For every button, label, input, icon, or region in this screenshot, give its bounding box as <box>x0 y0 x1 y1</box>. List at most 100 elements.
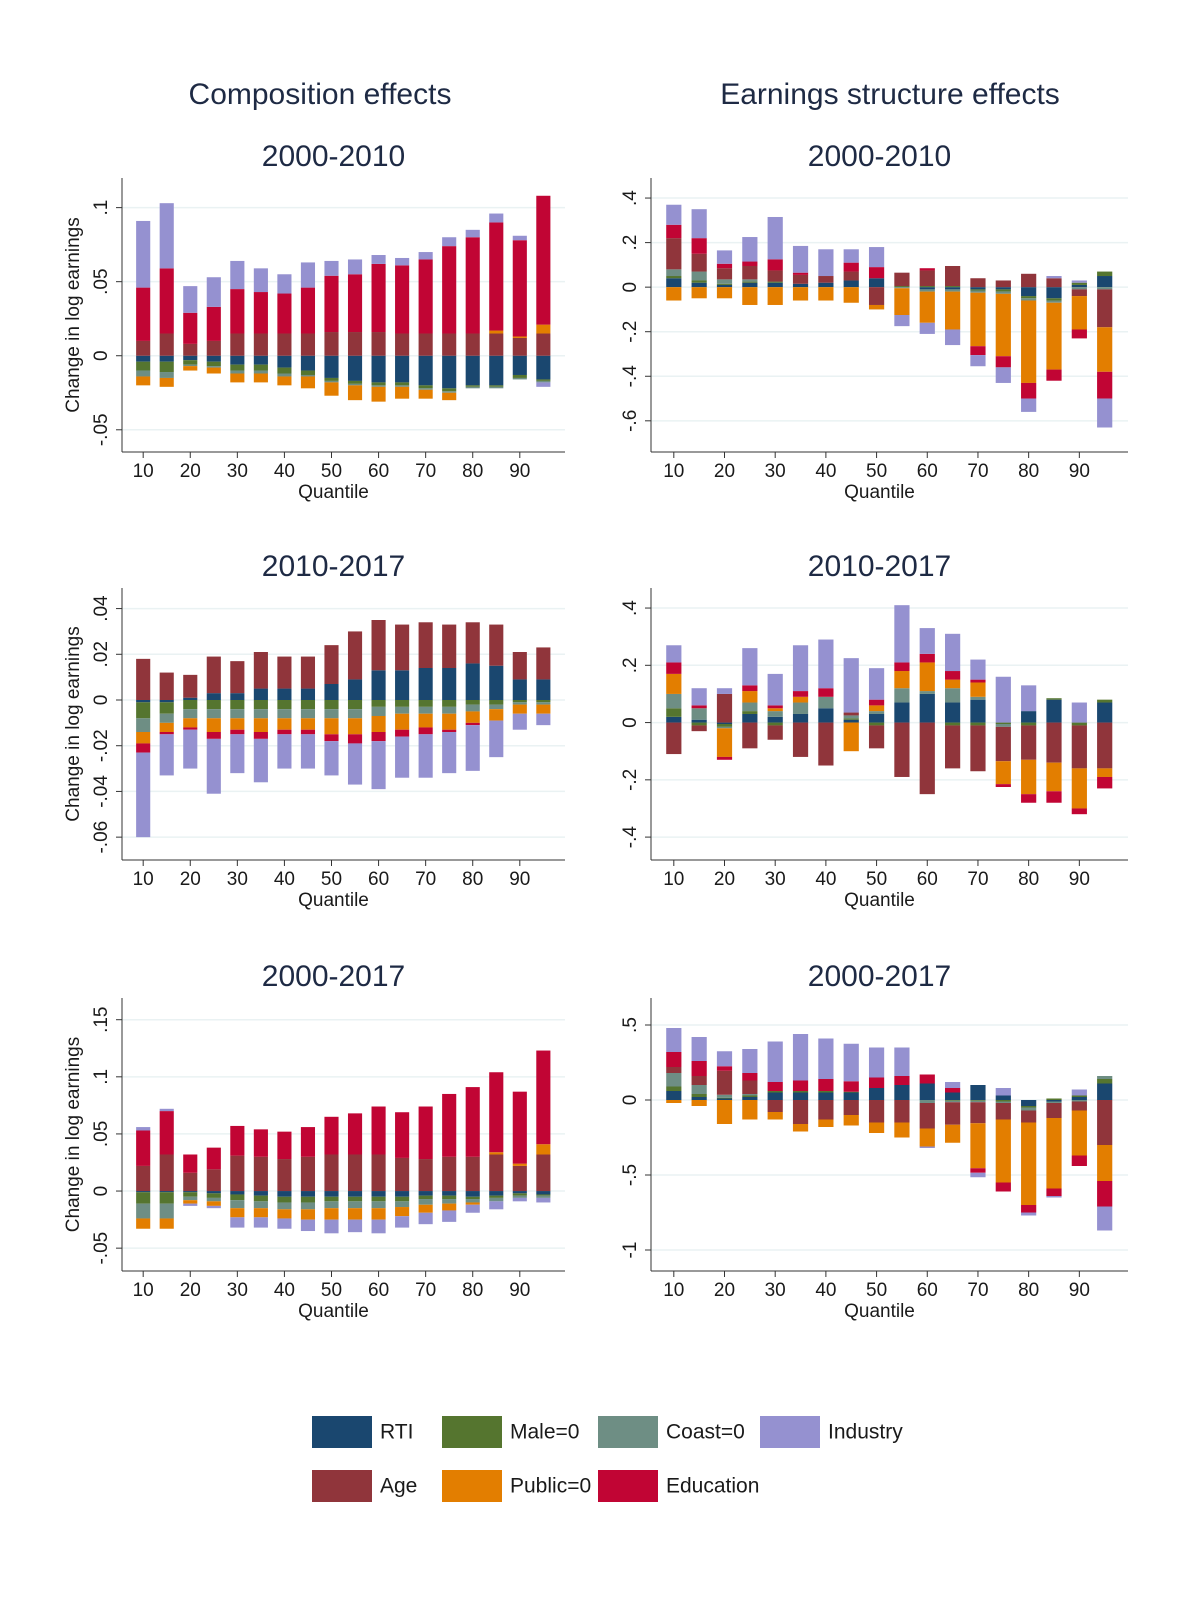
bar-segment <box>818 1091 834 1093</box>
bar-segment <box>159 1203 174 1219</box>
bar-segment <box>300 1209 316 1220</box>
x-axis-label: Quantile <box>298 482 369 503</box>
x-tick-label: 70 <box>967 869 988 890</box>
bar-segment <box>206 1193 221 1198</box>
bar-segment <box>919 1146 935 1148</box>
y-axis-label: Change in log earnings <box>63 1037 84 1232</box>
bar-segment <box>818 708 834 723</box>
bar-segment <box>818 639 834 689</box>
y-tick-label: .02 <box>91 641 112 667</box>
bar-segment <box>253 1195 268 1202</box>
bar-segment <box>136 658 151 700</box>
bar-segment <box>843 280 859 288</box>
bar-segment <box>1071 284 1087 288</box>
bar-segment <box>395 1191 410 1197</box>
bar-segment <box>843 715 859 719</box>
bar-segment <box>136 355 151 362</box>
bar-segment <box>767 711 783 717</box>
bar-segment <box>868 247 885 268</box>
legend-label: Male=0 <box>510 1421 579 1444</box>
bar-segment <box>970 722 986 726</box>
bar-segment <box>995 761 1011 785</box>
bar-segment <box>1046 791 1062 803</box>
bar-segment <box>465 622 480 664</box>
bar-segment <box>324 380 339 383</box>
bar-segment <box>300 262 316 288</box>
x-tick-label: 70 <box>415 869 436 890</box>
bar-segment <box>970 1168 986 1173</box>
bar-segment <box>324 377 339 381</box>
bar-segment <box>995 722 1011 724</box>
bar-segment <box>442 392 457 401</box>
bar-segment <box>843 249 859 263</box>
bar-segment <box>666 204 682 225</box>
panel-title: 2000-2017 <box>262 960 405 993</box>
bar-segment <box>206 738 221 794</box>
bar-segment <box>1021 685 1037 712</box>
bar-segment <box>277 1191 292 1197</box>
bar-segment <box>347 718 363 735</box>
y-tick-label: -.6 <box>620 410 641 432</box>
bar-segment <box>418 252 433 260</box>
bar-segment <box>300 1219 316 1232</box>
bar-segment <box>970 289 986 291</box>
legend-label: Age <box>380 1475 417 1498</box>
bar-segment <box>767 722 783 726</box>
x-tick-label: 10 <box>133 1280 154 1301</box>
bar-segment <box>1071 768 1087 809</box>
x-tick-label: 80 <box>462 1280 483 1301</box>
bar-segment <box>536 713 551 726</box>
bar-segment <box>465 704 480 712</box>
bar-segment <box>894 286 910 288</box>
bar-segment <box>716 722 733 724</box>
bar-segment <box>159 702 174 714</box>
x-tick-label: 50 <box>866 461 887 482</box>
bar-segment <box>277 373 292 377</box>
bar-segment <box>300 1191 316 1197</box>
bar-segment <box>183 1203 198 1206</box>
x-tick-label: 50 <box>321 869 342 890</box>
bar-segment <box>183 1196 198 1201</box>
bar-segment <box>395 265 410 334</box>
column-title: Composition effects <box>189 78 452 111</box>
bar-segment <box>843 1081 859 1092</box>
bar-segment <box>277 1196 292 1203</box>
bar-segment <box>716 1051 733 1067</box>
bar-segment <box>767 1041 783 1082</box>
bar-segment <box>995 1101 1011 1103</box>
bar-segment <box>159 203 174 269</box>
bar-segment <box>347 631 363 680</box>
bar-segment <box>843 1091 859 1093</box>
bar-segment <box>324 1201 339 1209</box>
bar-segment <box>136 1191 151 1193</box>
y-axis-label: Change in log earnings <box>63 626 84 821</box>
bar-segment <box>1071 1097 1087 1100</box>
x-tick-label: 30 <box>765 869 786 890</box>
bar-segment <box>183 1154 198 1173</box>
bar-segment <box>442 1156 457 1192</box>
bar-segment <box>418 727 433 735</box>
bar-segment <box>536 382 551 387</box>
bar-segment <box>371 1154 386 1192</box>
bar-segment <box>230 364 245 371</box>
bar-segment <box>792 1124 809 1132</box>
bar-segment <box>300 333 316 356</box>
bar-segment <box>691 253 707 272</box>
bar-segment <box>159 722 174 732</box>
bar-segment <box>418 622 433 668</box>
bar-segment <box>919 289 935 292</box>
bar-segment <box>995 1119 1011 1183</box>
bar-segment <box>277 688 292 700</box>
bar-segment <box>347 1201 363 1209</box>
bar-segment <box>1097 276 1113 288</box>
bar-segment <box>945 1124 961 1143</box>
bar-segment <box>512 377 527 380</box>
bar-segment <box>183 286 198 313</box>
bar-segment <box>919 291 935 323</box>
bar-segment <box>792 287 809 301</box>
bar-segment <box>395 1112 410 1158</box>
bar-segment <box>277 700 292 710</box>
bar-segment <box>919 1128 935 1147</box>
bar-segment <box>691 725 707 732</box>
bar-segment <box>1071 1110 1087 1156</box>
